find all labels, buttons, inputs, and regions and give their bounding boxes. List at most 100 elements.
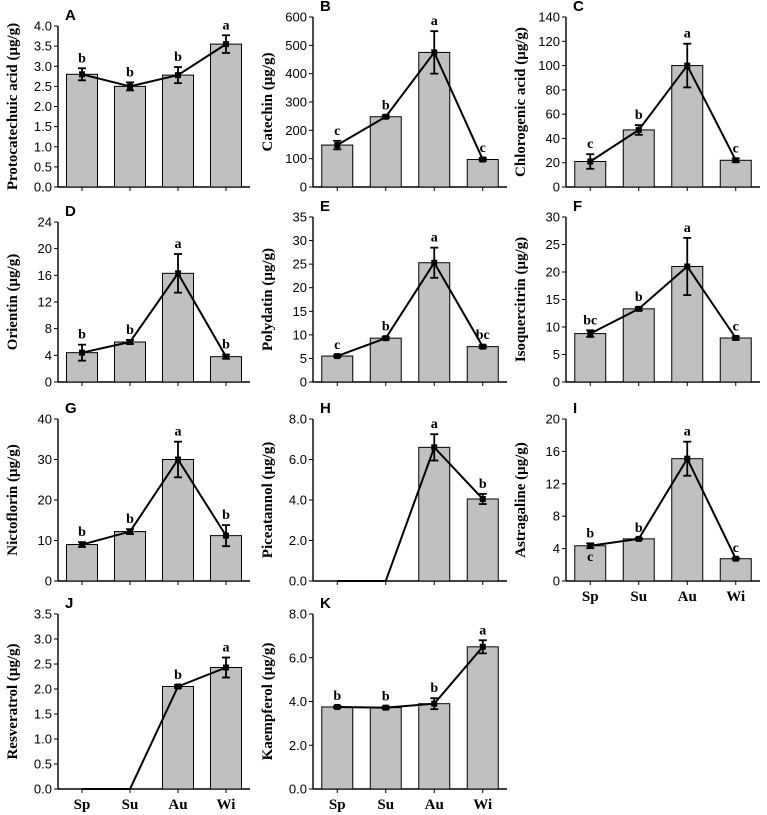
y-tick-label: 80: [546, 82, 560, 97]
panel-letter: D: [65, 203, 76, 220]
significance-letter: a: [223, 641, 230, 656]
x-tick-label: Su: [377, 797, 394, 813]
data-point: [223, 664, 229, 671]
y-tick-label: 0: [45, 574, 52, 589]
y-tick-label: 20: [546, 155, 560, 170]
data-point: [587, 158, 594, 165]
data-point: [223, 353, 229, 360]
panel-letter: F: [573, 198, 582, 215]
significance-letter: a: [479, 623, 486, 638]
significance-letter: c: [334, 338, 340, 353]
y-tick-label: 2.0: [289, 533, 307, 548]
significance-letter: a: [223, 18, 230, 33]
y-tick-label: 4.0: [289, 493, 307, 508]
data-point: [79, 349, 85, 356]
significance-letter: bc: [476, 328, 490, 343]
bar: [719, 159, 752, 188]
y-tick-label: 2.5: [34, 657, 52, 672]
data-point: [175, 270, 181, 277]
x-tick-label: Su: [630, 589, 647, 605]
y-tick-label: 15: [293, 304, 307, 319]
x-tick-label: Au: [678, 589, 697, 605]
bar: [574, 545, 607, 582]
data-point: [79, 71, 85, 78]
x-tick-label: Wi: [473, 797, 492, 813]
panel-letter: I: [573, 400, 577, 417]
bar: [321, 355, 354, 383]
y-tick-label: 3.5: [34, 39, 52, 54]
bar: [466, 498, 499, 582]
x-tick-label: Au: [425, 797, 444, 813]
bar: [622, 129, 655, 188]
y-tick-label: 40: [38, 412, 52, 427]
significance-letter: a: [175, 425, 182, 440]
y-tick-label: 25: [293, 257, 307, 272]
data-point: [175, 72, 181, 79]
y-tick-label: 4.0: [34, 19, 52, 34]
data-point: [479, 343, 486, 350]
y-tick-label: 6.0: [289, 452, 307, 467]
y-tick-label: 8: [553, 509, 560, 524]
y-axis-label: Astragaline (μg/g): [513, 442, 529, 558]
y-tick-label: 8.0: [289, 607, 307, 622]
data-point: [635, 126, 642, 133]
significance-letter: b: [222, 508, 230, 523]
y-axis-label: Protocatechuic acid (μg/g): [5, 23, 21, 190]
y-tick-label: 0.0: [34, 782, 52, 797]
data-point: [334, 142, 341, 149]
panel-i: 0 4 8 12 16 20 Sp Su Au Wi Astragaline (μg/g) Ib b a c…: [513, 400, 760, 605]
y-tick-label: 0.5: [34, 757, 52, 772]
y-tick-label: 8.0: [289, 412, 307, 427]
series-line: [337, 646, 484, 709]
significance-letter: a: [684, 27, 691, 42]
y-tick-label: 500: [285, 38, 307, 53]
bar: [210, 43, 242, 188]
y-tick-label: 0.0: [34, 180, 52, 195]
significance-letter: b: [635, 521, 643, 536]
significance-letter: a: [684, 221, 691, 236]
y-tick-label: 20: [38, 493, 52, 508]
series-line: [589, 63, 737, 163]
data-point: [431, 49, 438, 56]
significance-letter: b: [126, 323, 134, 338]
data-point: [382, 704, 389, 711]
y-tick-label: 4.0: [289, 694, 307, 709]
data-point: [127, 339, 133, 345]
data-point: [587, 542, 594, 549]
significance-letter: b: [126, 512, 134, 527]
significance-letter: b: [382, 690, 390, 705]
bar: [162, 459, 194, 582]
y-tick-label: 2.0: [34, 682, 52, 697]
significance-letter: c: [733, 319, 739, 334]
y-tick-label: 20: [38, 241, 52, 256]
y-tick-label: 40: [546, 131, 560, 146]
significance-letter: b: [382, 98, 390, 113]
panel-letter: K: [320, 595, 331, 612]
bar: [369, 707, 402, 790]
y-tick-label: 6.0: [289, 650, 307, 665]
bar: [622, 308, 655, 383]
y-tick-label: 0: [300, 180, 307, 195]
y-tick-label: 0: [553, 574, 560, 589]
y-axis-label: Polydatin (μg/g): [260, 248, 276, 351]
y-axis-label: Piceatannol (μg/g): [260, 442, 276, 558]
significance-letter: b: [635, 108, 643, 123]
y-tick-label: 5: [553, 347, 560, 362]
significance-letter: c: [334, 124, 340, 139]
bar: [162, 686, 194, 790]
significance-letter: bc: [583, 313, 597, 328]
data-point: [635, 535, 642, 542]
y-axis-label: Chlorogenic acid (μg/g): [513, 27, 529, 177]
significance-letter: a: [175, 237, 182, 252]
panel-j: 0.0 0.5 1.0 1.5 2.0 2.5 3.0 3.5 Sp Su Au Wi Resverat…: [5, 595, 250, 813]
y-tick-label: 0: [553, 375, 560, 390]
panel-letter: G: [65, 400, 77, 417]
significance-letter: a: [431, 231, 438, 246]
bar: [418, 703, 451, 790]
y-tick-label: 200: [285, 123, 307, 138]
significance-letter: b: [635, 290, 643, 305]
data-point: [382, 113, 389, 120]
y-tick-label: 140: [538, 10, 560, 25]
data-point: [175, 683, 181, 690]
